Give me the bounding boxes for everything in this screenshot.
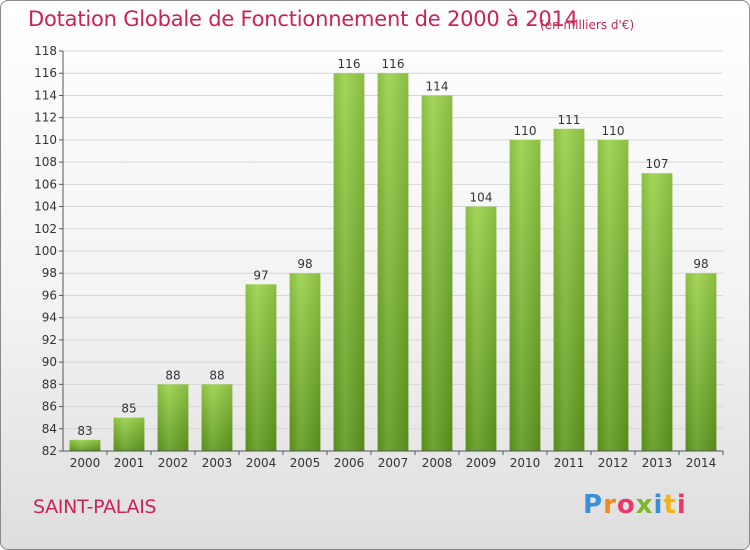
data-label: 88 [165, 368, 180, 382]
data-label: 88 [209, 368, 224, 382]
x-tick-label: 2005 [290, 456, 321, 470]
data-label: 98 [693, 257, 708, 271]
y-tick-label: 92 [42, 333, 57, 347]
bar-shading [201, 384, 233, 451]
bar-shading [157, 384, 189, 451]
x-tick-label: 2002 [158, 456, 189, 470]
data-label: 116 [338, 57, 361, 71]
bar-shading [377, 73, 409, 451]
x-tick-label: 2012 [598, 456, 629, 470]
x-tick-label: 2009 [466, 456, 497, 470]
y-tick-label: 82 [42, 444, 57, 458]
unit-note: (en milliers d'€) [540, 18, 635, 32]
x-tick-label: 2010 [510, 456, 541, 470]
y-tick-label: 100 [34, 244, 57, 258]
x-tick-label: 2006 [334, 456, 365, 470]
y-tick-label: 96 [42, 288, 57, 302]
y-tick-label: 116 [34, 66, 57, 80]
y-tick-label: 112 [34, 111, 57, 125]
y-tick-label: 106 [34, 177, 57, 191]
bar-shading [333, 73, 365, 451]
x-tick-label: 2000 [70, 456, 101, 470]
y-tick-label: 90 [42, 355, 57, 369]
data-label: 107 [646, 157, 669, 171]
bar-shading [509, 139, 541, 451]
data-label: 98 [297, 257, 312, 271]
bar-shading [685, 273, 717, 451]
chart-title: Dotation Globale de Fonctionnement de 20… [28, 7, 578, 31]
data-label: 110 [602, 124, 625, 138]
proxiti-logo: Proxiti [583, 490, 687, 520]
y-tick-label: 94 [42, 311, 57, 325]
bar-shading [465, 206, 497, 451]
data-label: 97 [253, 268, 268, 282]
y-tick-label: 104 [34, 200, 57, 214]
bar-shading [69, 439, 101, 451]
bar-shading [597, 139, 629, 451]
commune-name: SAINT-PALAIS [33, 496, 157, 518]
y-tick-label: 86 [42, 400, 57, 414]
x-tick-label: 2001 [114, 456, 145, 470]
y-tick-label: 110 [34, 133, 57, 147]
data-label: 85 [121, 402, 136, 416]
data-label: 116 [382, 57, 405, 71]
y-tick-label: 108 [34, 155, 57, 169]
x-tick-label: 2014 [686, 456, 717, 470]
x-tick-label: 2004 [246, 456, 277, 470]
data-label: 104 [470, 191, 493, 205]
y-tick-label: 88 [42, 377, 57, 391]
bar-shading [245, 284, 277, 451]
bar-shading [553, 128, 585, 451]
x-tick-label: 2013 [642, 456, 673, 470]
bar-shading [641, 173, 673, 451]
data-label: 114 [426, 79, 449, 93]
x-tick-label: 2011 [554, 456, 585, 470]
y-tick-label: 114 [34, 88, 57, 102]
data-label: 110 [514, 124, 537, 138]
x-tick-label: 2003 [202, 456, 233, 470]
x-tick-label: 2008 [422, 456, 453, 470]
data-label: 83 [77, 424, 92, 438]
y-tick-label: 102 [34, 222, 57, 236]
y-tick-label: 84 [42, 422, 57, 436]
data-label: 111 [558, 113, 581, 127]
y-tick-label: 98 [42, 266, 57, 280]
bar-shading [421, 95, 453, 451]
bar-shading [289, 273, 321, 451]
x-tick-label: 2007 [378, 456, 409, 470]
bar-shading [113, 417, 145, 451]
y-tick-label: 118 [34, 44, 57, 58]
